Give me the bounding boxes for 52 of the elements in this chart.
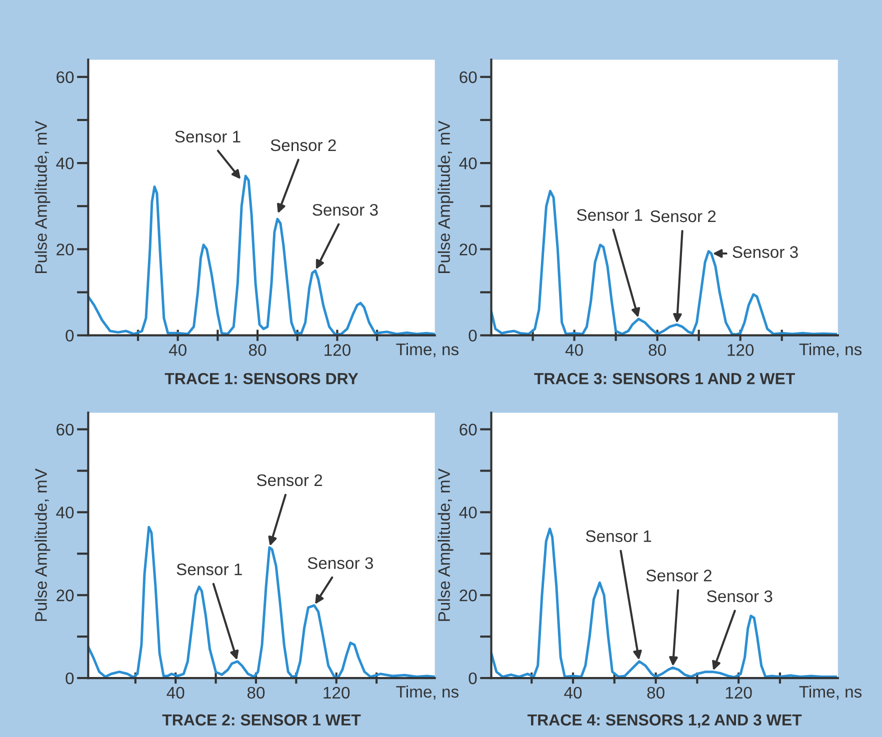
x-tick-label: 40 bbox=[565, 344, 583, 356]
y-tick-label: 0 bbox=[66, 672, 74, 684]
annotation: Sensor 1 bbox=[175, 130, 240, 143]
x-tick-label: 120 bbox=[726, 686, 752, 699]
x-axis-title: Time, ns bbox=[396, 343, 458, 358]
y-tick-label: 0 bbox=[66, 330, 74, 342]
text: TRACE 3: SENSORS 1 AND 2 WET bbox=[534, 372, 796, 384]
x-axis-title: Time, ns bbox=[799, 685, 862, 700]
annotation: Sensor 3 bbox=[308, 557, 374, 570]
annotation: Sensor 2 bbox=[650, 210, 716, 222]
annotation: Sensor 1 bbox=[576, 209, 642, 221]
y-tick-label: 60 bbox=[56, 71, 74, 84]
annotation: Sensor 3 bbox=[732, 246, 798, 258]
y-tick-label: 60 bbox=[460, 71, 477, 84]
annotation: Sensor 1 bbox=[586, 530, 652, 542]
y-tick-label: 20 bbox=[56, 244, 74, 256]
annotation: Sensor 2 bbox=[646, 570, 712, 582]
annotation: Sensor 3 bbox=[707, 590, 772, 602]
text: TRACE 4: SENSORS 1,2 AND 3 WET bbox=[528, 714, 802, 728]
annotation: Sensor 3 bbox=[312, 204, 378, 216]
y-tick-label: 40 bbox=[459, 506, 477, 518]
x-tick-label: 40 bbox=[564, 686, 582, 699]
x-axis-title: Time, ns bbox=[799, 343, 862, 358]
annotation: Sensor 1 bbox=[176, 563, 242, 576]
x-tick-label: 120 bbox=[324, 686, 350, 699]
x-axis-title: Time, ns bbox=[396, 685, 458, 700]
x-tick-label: 80 bbox=[247, 686, 265, 699]
y-tick-label: 40 bbox=[459, 157, 477, 170]
x-tick-label: 80 bbox=[248, 344, 266, 356]
x-tick-label: 40 bbox=[166, 686, 184, 699]
x-tick-label: 120 bbox=[324, 344, 350, 356]
y-axis-title: Pulse Amplitude, mV bbox=[34, 120, 50, 274]
text: TRACE 2: SENSOR 1 WET bbox=[162, 714, 361, 726]
y-axis-title: Pulse Amplitude, mV bbox=[438, 468, 454, 621]
y-axis-title: Pulse Amplitude, mV bbox=[34, 468, 50, 621]
y-tick-label: 40 bbox=[56, 506, 74, 518]
y-tick-label: 40 bbox=[56, 157, 74, 170]
y-tick-label: 60 bbox=[460, 424, 477, 436]
annotation: Sensor 2 bbox=[256, 474, 322, 486]
y-axis-title: Pulse Amplitude, mV bbox=[438, 120, 454, 274]
x-tick-label: 40 bbox=[168, 344, 186, 356]
y-tick-label: 20 bbox=[460, 590, 477, 602]
y-tick-label: 20 bbox=[56, 590, 74, 602]
y-tick-label: 20 bbox=[460, 244, 477, 256]
x-tick-label: 120 bbox=[728, 344, 754, 356]
y-tick-label: 0 bbox=[468, 330, 477, 342]
x-tick-label: 80 bbox=[648, 344, 666, 356]
text: TRACE 1: SENSORS DRY bbox=[164, 372, 358, 384]
x-tick-label: 80 bbox=[647, 686, 664, 699]
y-tick-label: 0 bbox=[468, 672, 477, 684]
y-tick-label: 60 bbox=[56, 424, 74, 436]
annotation: Sensor 2 bbox=[270, 139, 336, 152]
